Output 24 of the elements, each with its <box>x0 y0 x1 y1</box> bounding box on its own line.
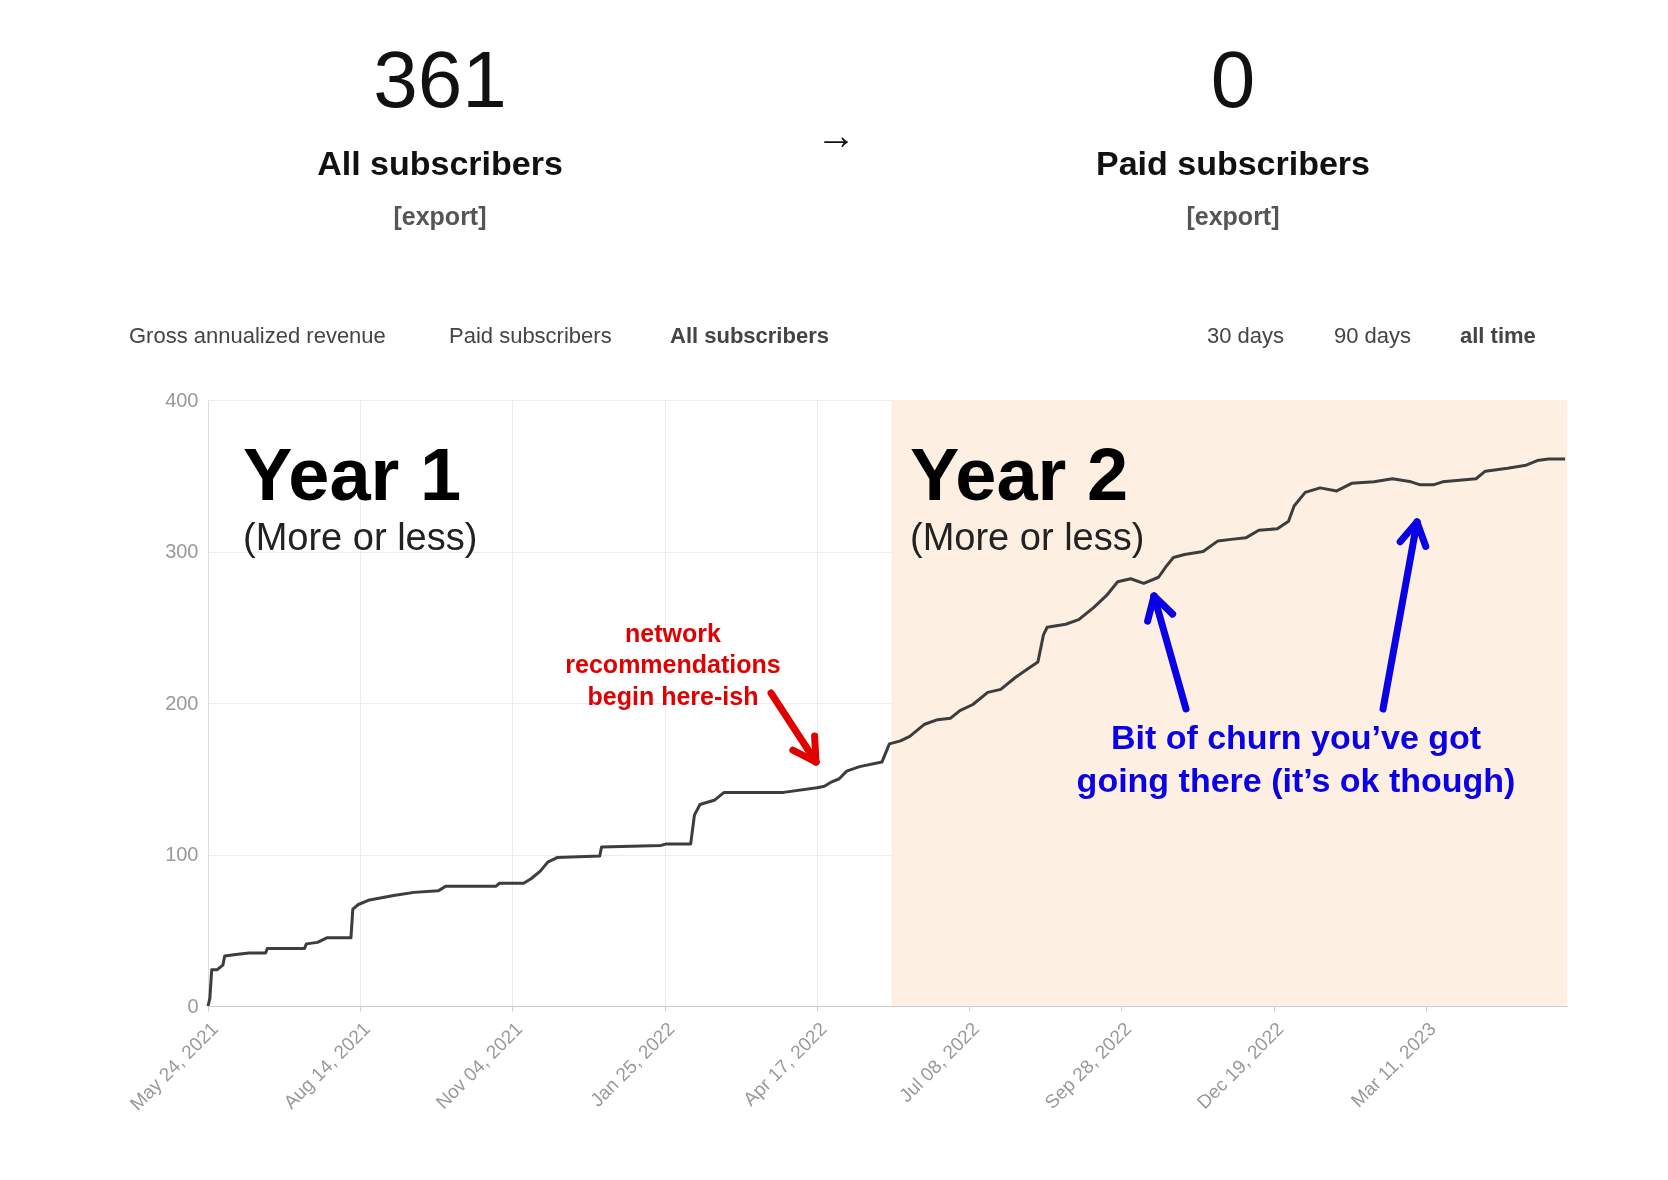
text: 361 <box>373 35 507 124</box>
text: All subscribers <box>670 323 829 348</box>
annotation: Year 1 <box>243 433 462 516</box>
annotation: (More or less) <box>910 516 1145 558</box>
y-tick-label: 200 <box>165 691 199 714</box>
text: [export] <box>393 202 487 230</box>
annotation: (More or less) <box>243 516 478 558</box>
text: → <box>816 113 856 157</box>
text: 90 days <box>1334 323 1412 348</box>
annotation: Bit of churn you’ve got going there (it’s ok though) <box>1076 718 1516 799</box>
text: Gross annualized revenue <box>129 323 386 348</box>
y-tick-label: 0 <box>187 994 199 1017</box>
y-tick-label: 400 <box>165 388 199 411</box>
text: Paid subscribers <box>1095 144 1371 182</box>
text: 30 days <box>1207 323 1285 348</box>
y-tick-label: 300 <box>165 540 199 562</box>
text: all time <box>1460 323 1536 348</box>
annotation: network recommendations begin here-ish <box>565 619 781 710</box>
y-tick-label: 100 <box>165 843 199 865</box>
text: 0 <box>1210 35 1256 124</box>
text: All subscribers <box>317 144 563 182</box>
text: [export] <box>1186 202 1280 230</box>
text: Paid subscribers <box>449 323 612 348</box>
annotation: Year 2 <box>910 433 1129 516</box>
